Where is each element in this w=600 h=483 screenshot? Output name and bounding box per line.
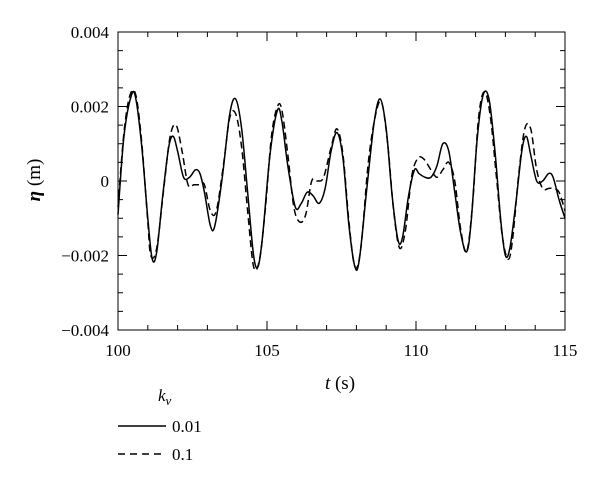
tick-labels: 100 105 110 115 −0.004 −0.002 0 0.002 0.004 bbox=[61, 23, 577, 360]
plot-frame bbox=[117, 31, 566, 331]
x-tick-label: 100 bbox=[105, 341, 131, 360]
legend-title: kv bbox=[158, 386, 172, 408]
x-tick-label: 115 bbox=[553, 341, 578, 360]
legend: kv 0.01 0.1 bbox=[118, 386, 202, 464]
legend-label-0: 0.01 bbox=[172, 417, 202, 436]
y-tick-label: −0.002 bbox=[61, 247, 109, 266]
series-line-dashed bbox=[117, 89, 566, 272]
y-tick-label: 0.002 bbox=[71, 98, 109, 117]
series-line-solid bbox=[117, 90, 566, 271]
series-layer bbox=[117, 89, 566, 272]
legend-label-1: 0.1 bbox=[172, 445, 193, 464]
x-tick-label: 105 bbox=[254, 341, 280, 360]
axis-ticks bbox=[117, 31, 566, 331]
y-tick-label: −0.004 bbox=[61, 321, 109, 340]
y-tick-label: 0.004 bbox=[71, 23, 110, 42]
x-tick-label: 110 bbox=[404, 341, 429, 360]
y-axis-label: η (m) bbox=[24, 159, 45, 202]
x-axis-label: t (s) bbox=[325, 373, 355, 394]
y-tick-label: 0 bbox=[101, 172, 110, 191]
